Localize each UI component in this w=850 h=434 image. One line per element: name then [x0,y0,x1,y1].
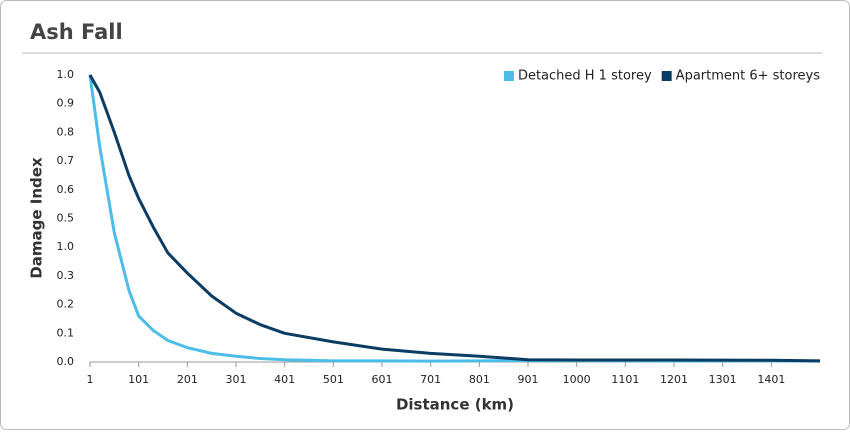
x-tick-label: 1000 [563,373,591,386]
legend-swatch [661,71,672,81]
y-axis-label: Damage Index [28,157,46,279]
y-tick-label: 1.0 [57,68,75,81]
legend-label: Detached H 1 storey [518,69,652,84]
x-tick-label: 1 [87,373,94,386]
y-tick-label: 0.3 [57,269,75,282]
y-tick-label: 0.0 [57,355,75,368]
x-tick-label: 201 [177,373,198,386]
series-line [88,74,821,363]
chart-title: Ash Fall [30,20,123,44]
y-tick-label: 0.8 [57,125,75,138]
y-tick-label: 0.2 [57,298,75,311]
x-axis-label: Distance (km) [396,396,514,414]
y-tick-label: 0.7 [57,154,75,167]
legend-swatch [503,71,514,81]
x-tick-label: 1401 [757,373,785,386]
x-tick-label: 1201 [660,373,688,386]
x-tick-label: 401 [274,373,295,386]
y-tick-label: 1.0 [57,240,75,253]
x-tick-label: 301 [226,373,247,386]
legend-label: Apartment 6+ storeys [676,69,821,84]
x-tick-label: 1301 [709,373,737,386]
y-tick-label: 0.9 [57,97,75,110]
y-tick-label: 0.1 [57,326,75,339]
x-tick-label: 101 [128,373,149,386]
x-tick-label: 501 [323,373,344,386]
x-tick-label: 901 [518,373,539,386]
x-tick-label: 701 [420,373,441,386]
y-tick-label: 0.5 [57,212,75,225]
x-tick-label: 601 [372,373,393,386]
y-tick-label: 0.6 [57,183,75,196]
x-tick-label: 801 [469,373,490,386]
x-tick-label: 1101 [611,373,639,386]
